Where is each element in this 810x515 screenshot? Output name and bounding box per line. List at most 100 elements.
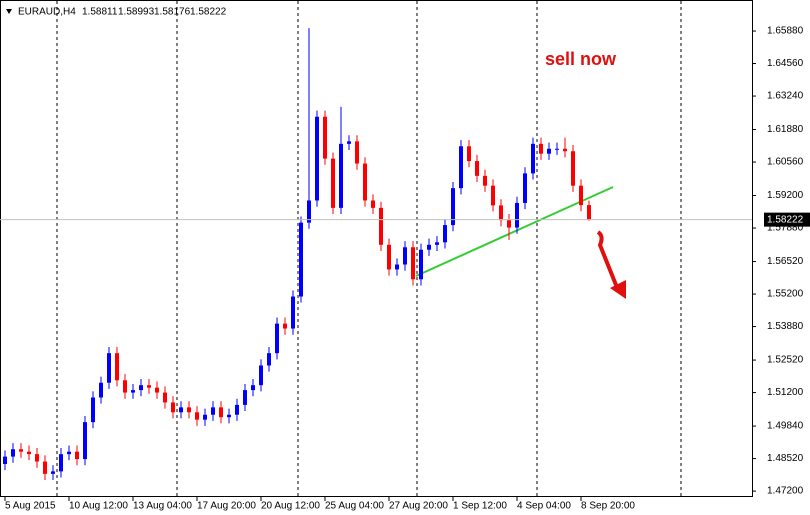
candle-body bbox=[539, 143, 543, 154]
candle-body bbox=[235, 404, 239, 415]
annotation: sell now bbox=[545, 49, 617, 69]
y-tick-label: 1.51200 bbox=[767, 387, 804, 398]
candle-body bbox=[67, 451, 71, 455]
y-tick-label: 1.64560 bbox=[767, 58, 804, 69]
candle-body bbox=[451, 188, 455, 226]
y-tick-label: 1.61880 bbox=[767, 124, 804, 135]
candle-body bbox=[211, 407, 215, 415]
candle-body bbox=[179, 407, 183, 413]
candle-body bbox=[43, 461, 47, 474]
plot-frame bbox=[0, 0, 753, 497]
candle-body bbox=[483, 175, 487, 186]
y-tick-label: 1.63240 bbox=[767, 91, 804, 102]
menu-triangle[interactable] bbox=[6, 9, 12, 14]
candle-body bbox=[571, 151, 575, 186]
candle-body bbox=[587, 205, 591, 220]
x-tick-label: 25 Aug 04:00 bbox=[325, 501, 384, 512]
candle-body bbox=[139, 385, 143, 391]
candle-body bbox=[227, 414, 231, 418]
candle-body bbox=[59, 454, 63, 472]
y-tick-label: 1.52520 bbox=[767, 355, 804, 366]
candle-body bbox=[339, 143, 343, 208]
candle-body bbox=[403, 247, 407, 265]
y-tick-label: 1.55200 bbox=[767, 289, 804, 300]
candle-body bbox=[467, 146, 471, 162]
header-low: 1.58176 bbox=[154, 7, 191, 18]
x-tick-label: 4 Sep 04:00 bbox=[517, 501, 571, 512]
y-tick-label: 1.59200 bbox=[767, 190, 804, 201]
price-label: 1.58222 bbox=[767, 214, 804, 225]
candle-body bbox=[355, 141, 359, 164]
candle-body bbox=[435, 242, 439, 245]
candle-body bbox=[291, 296, 295, 329]
candle-body bbox=[51, 471, 55, 474]
header-open: 1.58811 bbox=[82, 7, 118, 18]
candle-body bbox=[523, 173, 527, 203]
x-tick-label: 10 Aug 12:00 bbox=[69, 501, 128, 512]
candle-body bbox=[251, 385, 255, 391]
candle-body bbox=[275, 323, 279, 354]
candle-body bbox=[555, 148, 559, 150]
y-tick-label: 1.57880 bbox=[767, 223, 804, 234]
candle-body bbox=[123, 380, 127, 393]
candle-body bbox=[3, 456, 7, 464]
arrow-head bbox=[610, 280, 626, 299]
candle-body bbox=[387, 244, 391, 270]
candle-body bbox=[267, 353, 271, 366]
period-separators bbox=[56, 1, 682, 496]
y-tick-label: 1.53880 bbox=[767, 321, 804, 332]
candle-body bbox=[563, 148, 567, 152]
candle-body bbox=[131, 390, 135, 393]
candle-body bbox=[307, 200, 311, 223]
x-tick-label: 1 Sep 12:00 bbox=[453, 501, 507, 512]
x-tick-label: 27 Aug 20:00 bbox=[389, 501, 448, 512]
price-label-box bbox=[764, 212, 810, 227]
candle-body bbox=[579, 185, 583, 206]
header-close: 1.58222 bbox=[190, 7, 227, 18]
candle-body bbox=[363, 163, 367, 201]
candle-body bbox=[323, 116, 327, 159]
x-tick-label: 20 Aug 12:00 bbox=[261, 501, 320, 512]
candle-body bbox=[91, 397, 95, 423]
candle-body bbox=[507, 220, 511, 228]
candle-body bbox=[419, 249, 423, 280]
candle-body bbox=[395, 264, 399, 270]
candle-body bbox=[75, 451, 79, 460]
symbol: EURAUD,H4 bbox=[18, 7, 76, 18]
candle-body bbox=[219, 407, 223, 418]
candle-body bbox=[187, 407, 191, 413]
candle-body bbox=[443, 225, 447, 243]
y-tick-label: 1.60560 bbox=[767, 157, 804, 168]
candle-body bbox=[115, 353, 119, 381]
candle-body bbox=[427, 244, 431, 250]
candle-body bbox=[155, 387, 159, 393]
candle-body bbox=[331, 158, 335, 208]
candle-body bbox=[475, 161, 479, 176]
y-tick-label: 1.56520 bbox=[767, 256, 804, 267]
y-tick-label: 1.48520 bbox=[767, 453, 804, 464]
candle-body bbox=[107, 353, 111, 383]
candle-body bbox=[99, 382, 103, 398]
candle-body bbox=[243, 390, 247, 405]
candle-body bbox=[35, 454, 39, 462]
candle-body bbox=[259, 365, 263, 386]
x-tick-label: 8 Sep 20:00 bbox=[581, 501, 635, 512]
candle-body bbox=[499, 205, 503, 221]
candle-body bbox=[371, 200, 375, 208]
y-tick-label: 1.49840 bbox=[767, 421, 804, 432]
candle-body bbox=[147, 385, 151, 388]
x-tick-label: 17 Aug 20:00 bbox=[197, 501, 256, 512]
candle-body bbox=[299, 222, 303, 297]
candle-body bbox=[203, 414, 207, 420]
marks: 1.65880 1.64560 1.63240 1.61880 1.60560 1.592… bbox=[0, 26, 810, 512]
header-high: 1.58993 bbox=[118, 7, 155, 18]
candle-body bbox=[547, 148, 551, 154]
candle-body bbox=[515, 202, 519, 228]
candle-body bbox=[315, 116, 319, 201]
candle-body bbox=[411, 247, 415, 280]
candle-body bbox=[163, 392, 167, 403]
candle-body bbox=[347, 141, 351, 144]
candle-body bbox=[27, 451, 31, 455]
candle-body bbox=[531, 143, 535, 174]
